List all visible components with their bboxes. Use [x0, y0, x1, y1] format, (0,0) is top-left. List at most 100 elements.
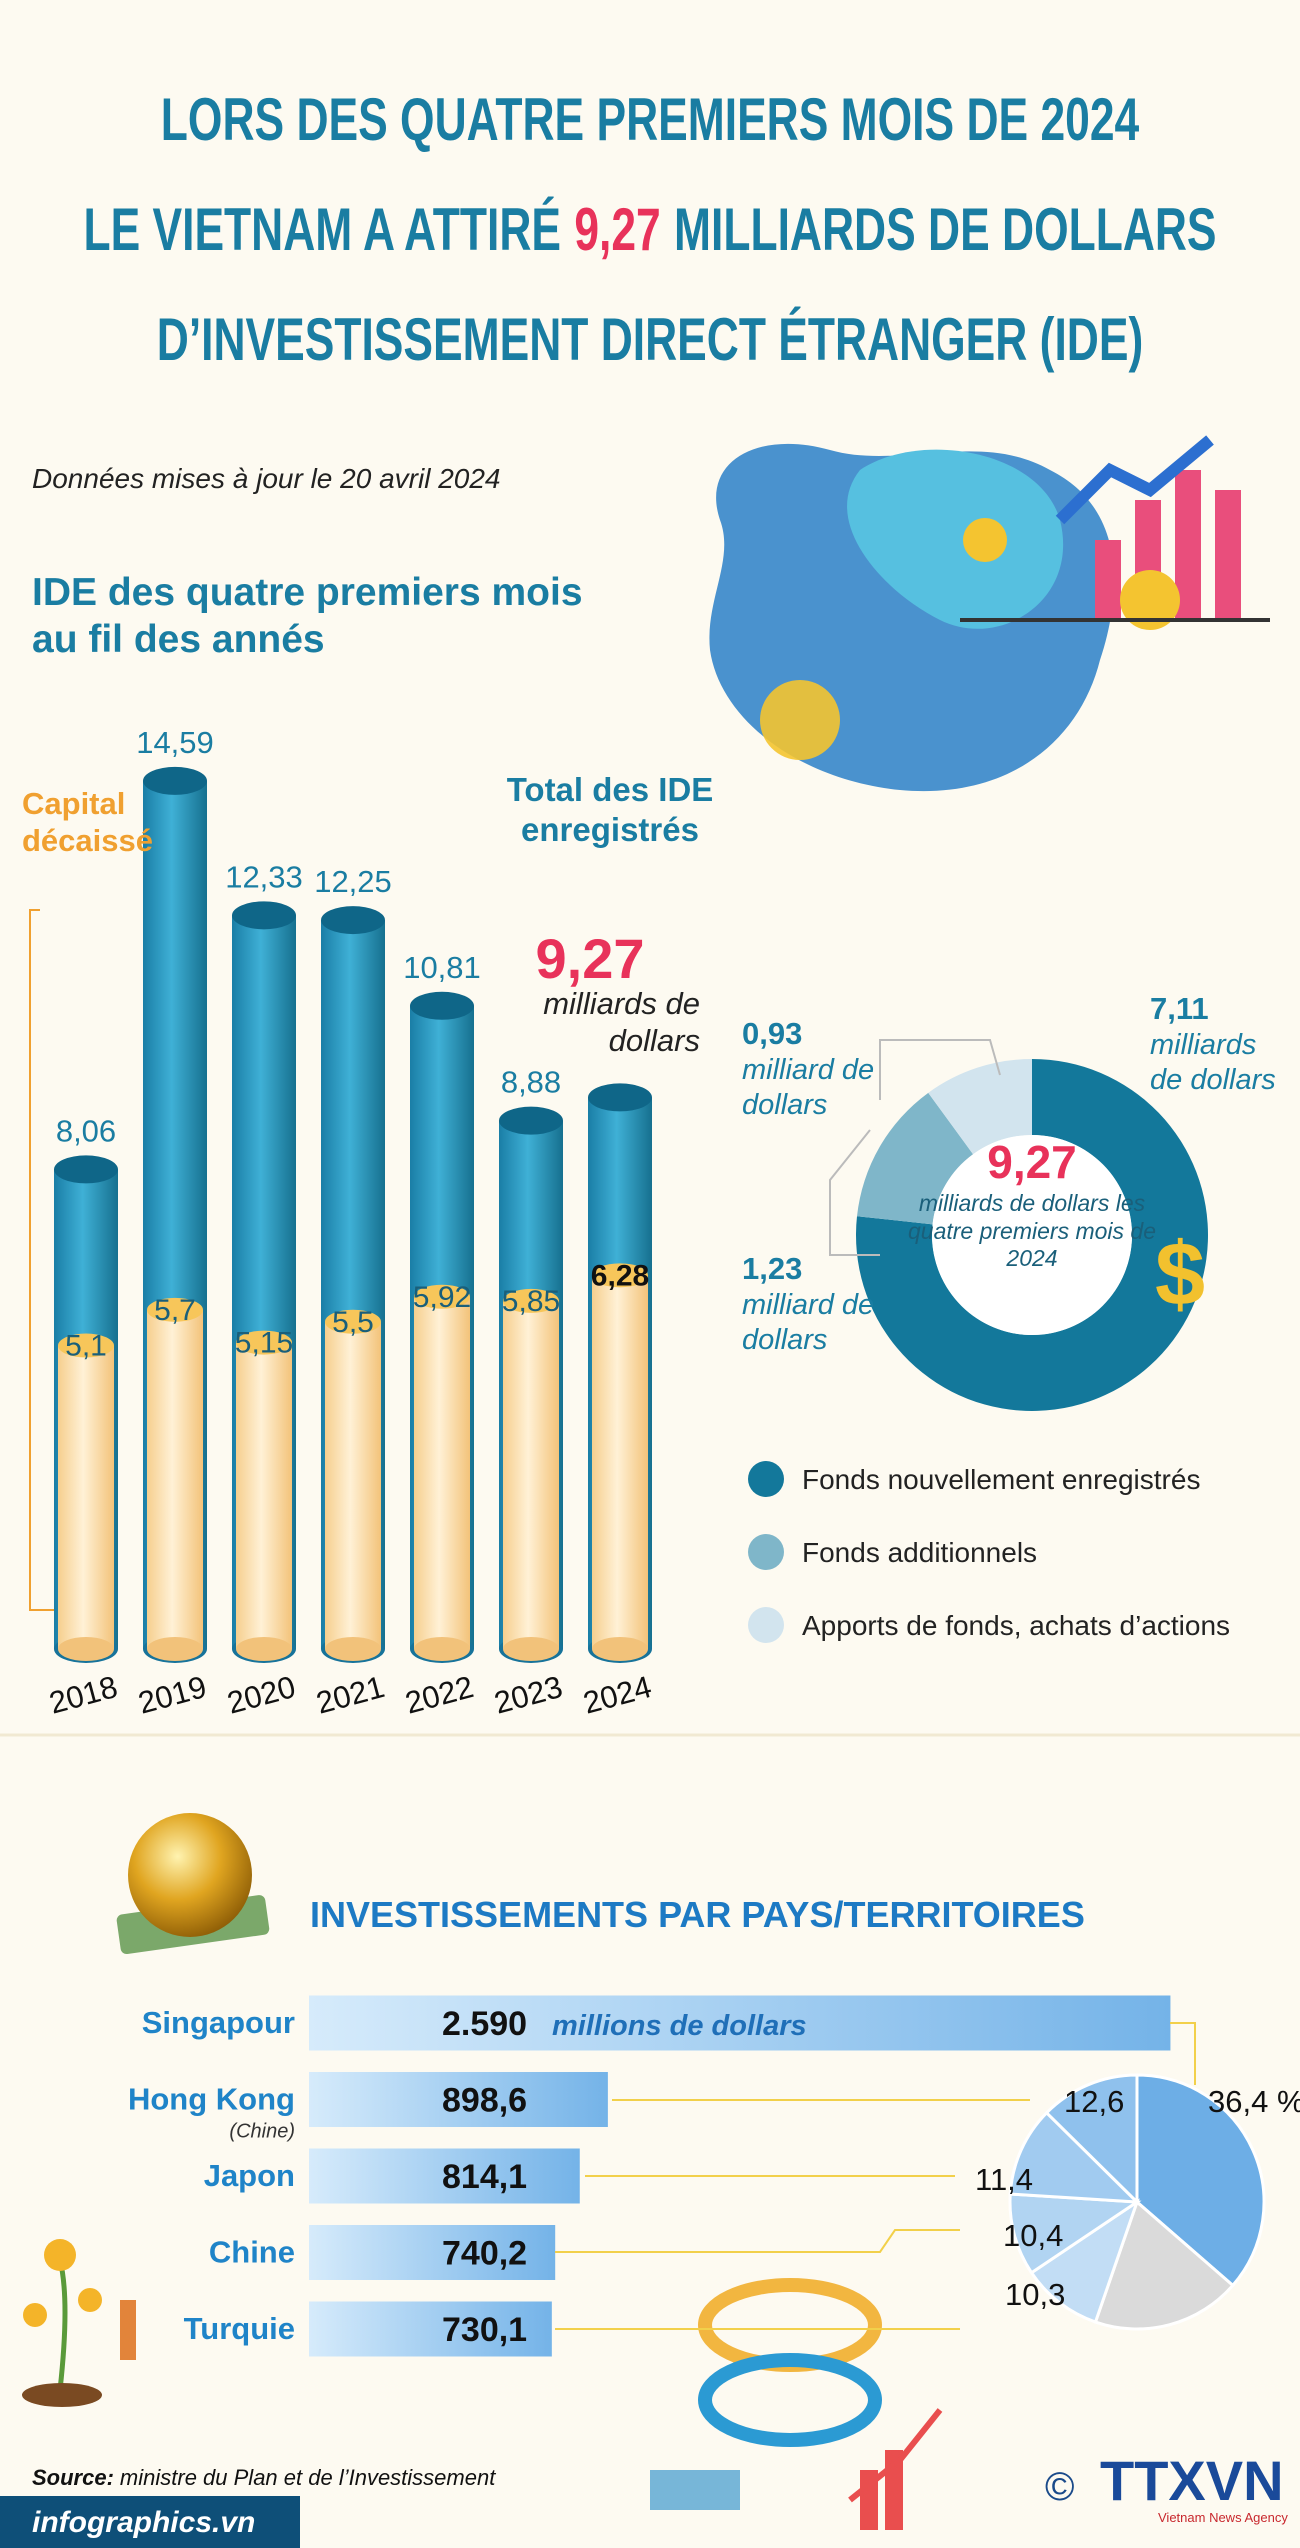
- legend-label: Apports de fonds, achats d’actions: [802, 1610, 1230, 1641]
- bar: [503, 1300, 559, 1649]
- title: LORS DES QUATRE PREMIERS MOIS DE 2024 LE …: [83, 87, 1216, 374]
- bar: [58, 1345, 114, 1649]
- bar-base: [325, 1637, 381, 1661]
- category-label: Turquie: [184, 2311, 295, 2346]
- value-label: 5,92: [413, 1281, 471, 1314]
- value-label: 898,6: [442, 2082, 527, 2120]
- value-label: 5,5: [332, 1306, 374, 1339]
- bar: [309, 2148, 580, 2204]
- bar-top: [54, 1155, 118, 1184]
- category-label: Chine: [209, 2235, 295, 2270]
- bar-top: [232, 901, 296, 930]
- unit-label: millions de dollars: [552, 2010, 807, 2042]
- bar: [309, 2301, 552, 2357]
- bar-top: [414, 1284, 470, 1309]
- value-label: 740,2: [442, 2235, 527, 2273]
- bar-top: [503, 1288, 559, 1313]
- x-tick-label: 2024: [579, 1669, 655, 1721]
- value-label: 8,88: [501, 1065, 561, 1100]
- value-label: 5,15: [235, 1327, 293, 1360]
- title-line: LE VIETNAM A ATTIRÉ 9,27 MILLIARDS DE DOLL…: [83, 195, 1216, 263]
- value-label: 11,4: [975, 2162, 1033, 2197]
- annotation: milliards de dollars: [543, 986, 700, 1059]
- bar-base: [592, 1637, 648, 1661]
- value-label: 7,11: [1150, 991, 1209, 1026]
- bar: [592, 1275, 648, 1649]
- bar-top: [325, 1309, 381, 1334]
- value-label: 36,4 %: [1208, 2084, 1300, 2119]
- globe-icon: [116, 1813, 270, 1955]
- value-label: 14,59: [136, 725, 214, 760]
- x-tick-label: 2021: [312, 1669, 388, 1721]
- value-label: 9,27: [536, 927, 645, 990]
- value-label: 12,25: [314, 864, 392, 899]
- value-label: 6,28: [591, 1259, 649, 1292]
- annotation-title: Total des IDE enregistrés: [506, 771, 714, 848]
- site: infographics.vn: [32, 2506, 255, 2539]
- x-tick-label: 2023: [490, 1669, 566, 1721]
- source-text: ministre du Plan et de l’Investissement: [120, 2465, 496, 2490]
- leader-line: [879, 1039, 1001, 1100]
- leader-line: [1170, 2022, 1196, 2085]
- legend-marker: [748, 1607, 784, 1643]
- x-tick-label: 2020: [223, 1669, 299, 1721]
- bar-top: [147, 1297, 203, 1322]
- bar-top: [236, 1330, 292, 1355]
- bar: [309, 1995, 1171, 2051]
- title-line: LORS DES QUATRE PREMIERS MOIS DE 2024: [161, 87, 1140, 154]
- bar-base: [414, 1637, 470, 1661]
- category-label: Japon: [204, 2158, 295, 2193]
- value-label: 814,1: [442, 2158, 527, 2196]
- donut-hole: [932, 1135, 1132, 1335]
- chart-title: INVESTISSEMENTS PAR PAYS/TERRITOIRES: [310, 1894, 1085, 1935]
- bar-top: [321, 906, 385, 935]
- value-label: 10,3: [1005, 2277, 1065, 2312]
- plant-icon: [22, 2239, 136, 2407]
- title-line: D’INVESTISSEMENT DIRECT ÉTRANGER (IDE): [157, 305, 1143, 373]
- value-unit: milliard de dollars: [742, 1054, 875, 1121]
- bar: [309, 2225, 556, 2280]
- value-label: 730,1: [442, 2311, 527, 2349]
- x-tick-label: 2022: [401, 1669, 477, 1721]
- bar-base: [147, 1637, 203, 1661]
- logo-sub: Vietnam News Agency: [1158, 2510, 1288, 2525]
- value-unit: milliard de dollars: [742, 1289, 875, 1356]
- bar-top: [143, 766, 207, 795]
- legend-label: Fonds additionnels: [802, 1537, 1037, 1568]
- value-label: 10,81: [403, 950, 481, 985]
- bar-base: [58, 1637, 114, 1661]
- value-label: 8,06: [56, 1113, 116, 1148]
- title-part: LE VIETNAM A ATTIRÉ: [83, 195, 561, 263]
- title-highlight: 9,27: [574, 197, 660, 264]
- x-tick-label: 2019: [134, 1669, 210, 1721]
- value-label: 12,33: [225, 859, 303, 894]
- chart-title: IDE des quatre premiers mois au fil des …: [32, 571, 583, 661]
- bar: [236, 1342, 292, 1649]
- value-label: 2.590: [442, 2005, 527, 2043]
- pie-slice: [1135, 2073, 1266, 2288]
- value-label: 0,93: [742, 1016, 803, 1051]
- pie-slice: [1044, 2073, 1139, 2206]
- pie-slice: [1008, 2110, 1141, 2204]
- bar-top: [410, 991, 474, 1020]
- subtitle: Données mises à jour le 20 avril 2024: [32, 463, 501, 494]
- bar-top: [592, 1263, 648, 1288]
- bar-top: [58, 1333, 114, 1358]
- leader-line: [829, 1129, 880, 1256]
- value-label: 5,85: [502, 1285, 560, 1318]
- value-label: 5,1: [65, 1330, 107, 1363]
- value-label: 12,6: [1064, 2084, 1124, 2119]
- bar-top: [499, 1106, 563, 1135]
- copyright: ©: [1045, 2465, 1074, 2509]
- donut-slice: [855, 1059, 1208, 1411]
- pie-slice: [1093, 2199, 1235, 2331]
- center-caption: milliards de dollars les quatre premiers…: [908, 1190, 1156, 1272]
- bar-top: [588, 1083, 652, 1112]
- category-label: Hong Kong: [128, 2082, 295, 2117]
- bar: [325, 1321, 381, 1649]
- dollar-icon: $: [1155, 1225, 1205, 1325]
- leader-line: [555, 2229, 960, 2253]
- value-label: 5,7: [154, 1294, 196, 1327]
